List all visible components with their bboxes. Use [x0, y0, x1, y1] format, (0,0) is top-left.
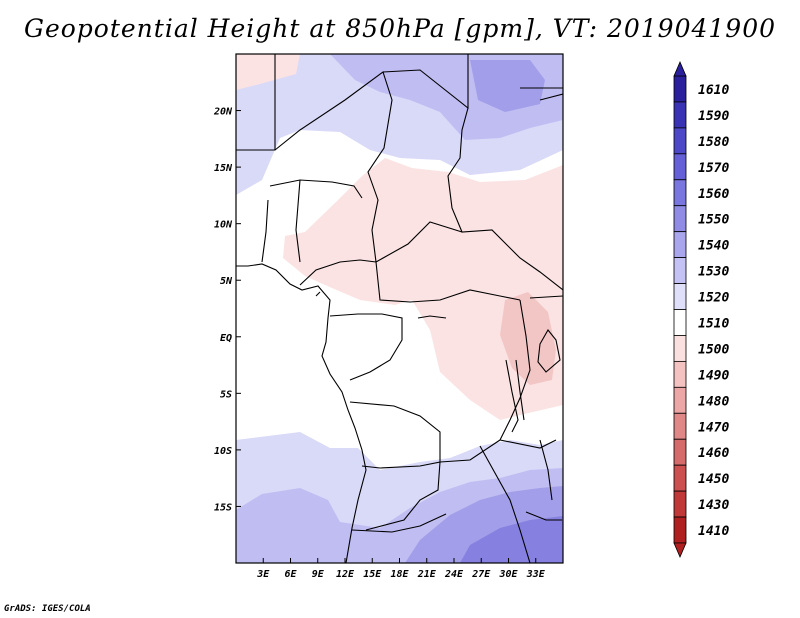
colorbar-label: 1550 [698, 213, 729, 228]
colorbar-swatch [673, 127, 687, 155]
colorbar-label: 1580 [698, 135, 729, 150]
colorbar-swatch [673, 386, 687, 414]
lon-tick-label: 24E [444, 569, 464, 580]
colorbar-top-arrow [673, 60, 687, 77]
colorbar-swatch [673, 75, 687, 103]
colorbar-swatch [673, 490, 687, 518]
colorbar-label: 1510 [698, 316, 729, 331]
lat-tick-label: 5S [220, 389, 232, 400]
lat-tick-label: 15N [214, 163, 233, 174]
colorbar-swatch [673, 257, 687, 284]
field-1550-north [470, 60, 545, 112]
credit-label: GrADS: IGES/COLA [4, 604, 91, 614]
colorbar-swatch [673, 283, 687, 310]
longitude-axis: 3E 6E 9E 12E 15E 18E 21E 24E 27E 30E 33E [256, 558, 546, 580]
colorbar-label: 1480 [698, 394, 729, 409]
field-1500-west [236, 54, 300, 90]
colorbar-swatch [673, 101, 687, 129]
lat-tick-label: 10N [214, 220, 233, 231]
colorbar-swatch [673, 179, 687, 207]
lon-tick-label: 21E [417, 569, 437, 580]
lon-tick-label: 33E [526, 569, 546, 580]
colorbar-swatch [673, 309, 687, 336]
contour-fill [236, 54, 563, 563]
colorbar-swatch [673, 360, 687, 388]
colorbar-label: 1560 [698, 187, 729, 202]
colorbar-swatch [673, 464, 687, 492]
lon-tick-label: 30E [498, 569, 518, 580]
lon-tick-label: 12E [336, 569, 355, 580]
colorbar-label: 1570 [698, 161, 729, 176]
lon-tick-label: 18E [390, 569, 409, 580]
lon-tick-label: 6E [284, 569, 297, 580]
colorbar-swatch [673, 438, 687, 466]
field-1560-southeast [460, 516, 563, 563]
colorbar-label: 1470 [698, 420, 729, 435]
lat-tick-label: 10S [214, 446, 232, 457]
colorbar-label: 1410 [698, 524, 729, 539]
colorbar-swatch [673, 412, 687, 440]
country-borders [236, 54, 563, 563]
lat-tick-label: 20N [213, 107, 233, 118]
colorbar-swatch [673, 335, 687, 362]
colorbar-label: 1540 [698, 239, 729, 254]
colorbar-label: 1520 [698, 291, 729, 306]
lat-tick-label: 5N [220, 276, 233, 287]
colorbar-bottom-arrow [673, 542, 687, 559]
colorbar-label: 1530 [698, 265, 729, 280]
colorbar-label: 1500 [698, 342, 729, 357]
colorbar-swatch [673, 516, 687, 544]
colorbar-swatch [673, 205, 687, 233]
colorbar-label: 1460 [698, 446, 729, 461]
colorbar: 1610 1590 1580 1570 1560 1550 1540 1530 1520 1510… [673, 60, 729, 559]
colorbar-swatch [673, 153, 687, 181]
colorbar-label: 1610 [698, 83, 729, 98]
colorbar-label: 1490 [698, 368, 729, 383]
lon-tick-label: 15E [363, 569, 382, 580]
colorbar-label: 1590 [698, 109, 729, 124]
lon-tick-label: 3E [256, 569, 270, 580]
colorbar-label: 1450 [698, 472, 729, 487]
field-1500-central [283, 158, 563, 420]
colorbar-swatch [673, 231, 687, 259]
field-1490-east [500, 292, 556, 385]
lon-tick-label: 9E [312, 569, 325, 580]
latitude-axis: 20N 15N 10N 5N EQ 5S 10S 15S [213, 107, 241, 513]
lat-tick-label: 15S [214, 502, 232, 513]
map-title: Geopotential Height at 850hPa [gpm], VT:… [23, 14, 777, 43]
lon-tick-label: 27E [471, 569, 491, 580]
colorbar-label: 1430 [698, 498, 729, 513]
lat-tick-label: EQ [220, 333, 232, 344]
